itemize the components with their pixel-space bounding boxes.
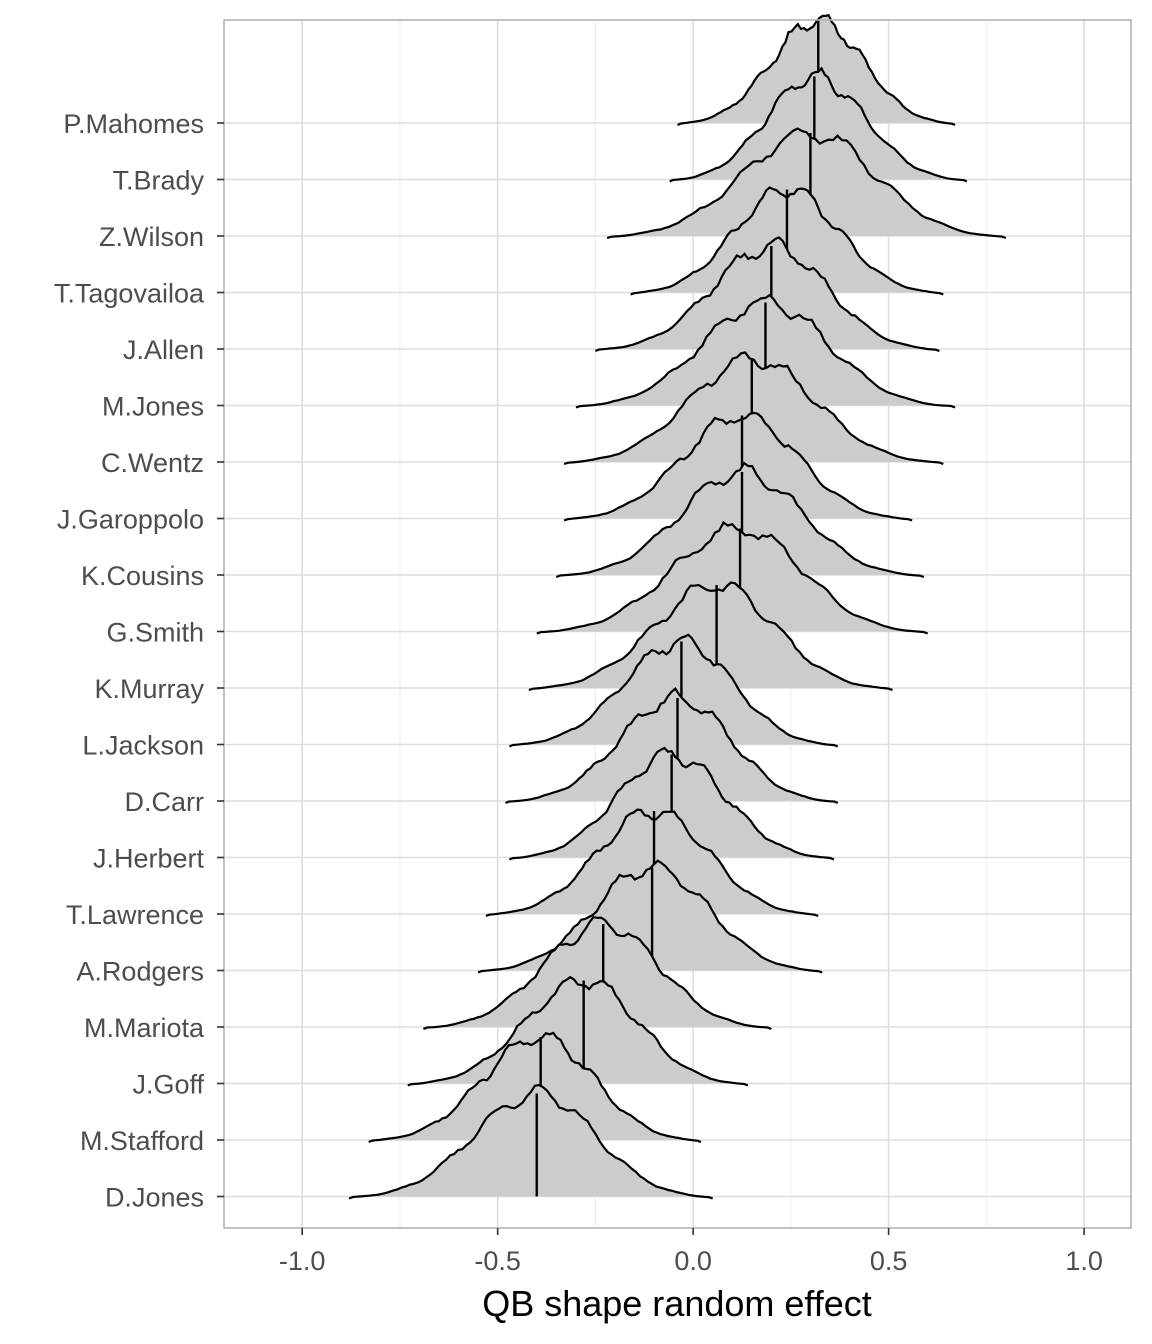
y-tick-label: C.Wentz <box>101 448 204 478</box>
y-tick-label: K.Cousins <box>81 561 204 591</box>
ridge-fill <box>423 917 772 1029</box>
ridge-outline <box>575 293 956 409</box>
x-tick-label: 0.5 <box>870 1246 908 1276</box>
ridge-fill <box>536 522 928 634</box>
ridge-outline <box>528 581 893 692</box>
y-tick-label: T.Tagovailoa <box>54 279 205 309</box>
y-tick-label: G.Smith <box>106 618 204 648</box>
ridge-D.Jones <box>348 1083 714 1200</box>
y-tick-label: J.Allen <box>123 335 204 365</box>
ridge-outline <box>536 520 929 635</box>
y-tick-label: L.Jackson <box>82 731 204 761</box>
ridge-outline <box>407 975 749 1087</box>
ridge-outline <box>477 859 823 974</box>
ridge-outline <box>505 687 839 805</box>
density-ridges <box>348 13 1007 1200</box>
ridge-outline <box>348 1083 714 1200</box>
y-tick-label: P.Mahomes <box>63 109 204 139</box>
x-axis-title: QB shape random effect <box>482 1283 872 1324</box>
ridge-outline <box>485 808 819 918</box>
ridge-fill <box>607 128 1006 238</box>
ridge-fill <box>564 352 944 464</box>
y-axis: P.Mahomes T.Brady Z.Wilson T.Tagovailoa J.Al… <box>54 109 224 1213</box>
ridge-outline <box>509 746 835 861</box>
ridge-fill <box>677 15 956 126</box>
y-tick-label: D.Jones <box>105 1183 204 1213</box>
ridge-outline <box>669 66 968 183</box>
ridge-fill <box>505 688 838 803</box>
y-tick-label: T.Brady <box>112 166 204 196</box>
ridge-fill <box>349 1085 713 1199</box>
y-tick-label: J.Goff <box>132 1070 204 1100</box>
ridge-outline <box>422 915 772 1031</box>
ridge-outline <box>563 351 944 466</box>
ridge-outline <box>606 127 1007 240</box>
ridge-fill <box>564 412 913 521</box>
ridge-fill <box>669 68 967 182</box>
ridge-fill <box>595 237 940 351</box>
y-tick-label: M.Mariota <box>84 1013 205 1043</box>
ridge-outline <box>563 411 913 522</box>
y-tick-label: A.Rodgers <box>76 957 204 987</box>
y-tick-label: J.Herbert <box>93 844 205 874</box>
ridge-fill <box>556 463 924 577</box>
y-tick-label: M.Stafford <box>80 1126 204 1156</box>
x-tick-label: -1.0 <box>279 1246 326 1276</box>
ridge-outline <box>508 633 839 748</box>
ridge-outline <box>368 1031 702 1144</box>
ridge-fill <box>528 582 893 690</box>
x-tick-label: 0.0 <box>674 1246 712 1276</box>
y-tick-label: K.Murray <box>94 674 204 704</box>
y-tick-label: M.Jones <box>102 392 204 422</box>
x-tick-label: -0.5 <box>474 1246 521 1276</box>
panel-border <box>223 19 1132 1229</box>
ridge-fill <box>407 977 748 1086</box>
y-tick-label: T.Lawrence <box>66 900 204 930</box>
ridge-outline <box>677 13 956 127</box>
ridge-outline <box>594 236 940 353</box>
ridge-J.Goff <box>407 975 749 1087</box>
y-tick-label: D.Carr <box>125 787 205 817</box>
ridge-outline <box>555 461 925 579</box>
x-tick-label: 1.0 <box>1065 1246 1103 1276</box>
y-tick-label: Z.Wilson <box>99 222 204 252</box>
x-axis: -1.0 -0.5 0.0 0.5 1.0 <box>279 1228 1103 1276</box>
ridge-fill <box>485 809 819 916</box>
y-tick-label: J.Garoppolo <box>57 505 204 535</box>
